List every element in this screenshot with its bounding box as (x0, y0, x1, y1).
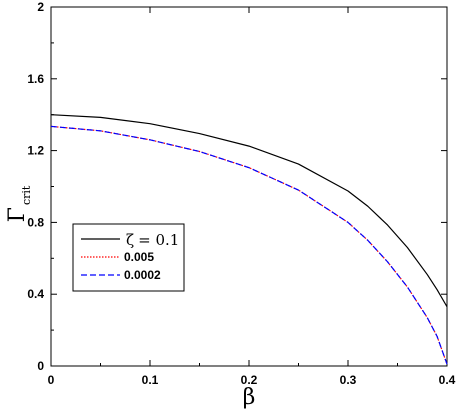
series-line-0.0002 (50, 125, 448, 365)
legend-label-0.005: 0.005 (124, 250, 154, 264)
legend-label-0.0002: 0.0002 (124, 268, 161, 282)
axis-ticks (50, 6, 448, 367)
x-tick-label: 0.2 (241, 373, 258, 387)
y-axis-title-subscript: crit (20, 185, 33, 205)
x-tick-label: 0.1 (142, 373, 159, 387)
x-tick-label: 0 (48, 373, 55, 387)
legend-greek-prefix: ζ (126, 231, 134, 249)
plot-frame (50, 6, 448, 367)
y-tick-label: 1.2 (27, 144, 44, 158)
series-lines (50, 114, 448, 365)
legend-equals-value: = 0.1 (138, 231, 179, 249)
y-tick-label: 0 (37, 359, 44, 373)
legend-label-0.1: ζ = 0.1 (126, 231, 179, 249)
x-axis-title: β (243, 385, 256, 410)
axis-tick-labels: 0 0.1 0.2 0.3 0.4 0 0.4 0.8 1.2 1.6 2 (27, 0, 455, 387)
legend: ζ = 0.1 0.005 0.0002 (72, 223, 185, 292)
series-line-0.1 (50, 114, 448, 308)
x-tick-label: 0.4 (439, 373, 456, 387)
y-tick-label: 1.6 (27, 72, 44, 86)
y-axis-title: Γcrit (5, 185, 33, 222)
x-tick-label: 0.3 (340, 373, 357, 387)
svg-text:Γcrit: Γcrit (5, 185, 33, 222)
y-axis-title-main: Γ (5, 207, 30, 222)
y-tick-label: 2 (37, 0, 44, 14)
y-tick-label: 0.4 (27, 287, 44, 301)
y-tick-label: 0.8 (27, 215, 44, 229)
